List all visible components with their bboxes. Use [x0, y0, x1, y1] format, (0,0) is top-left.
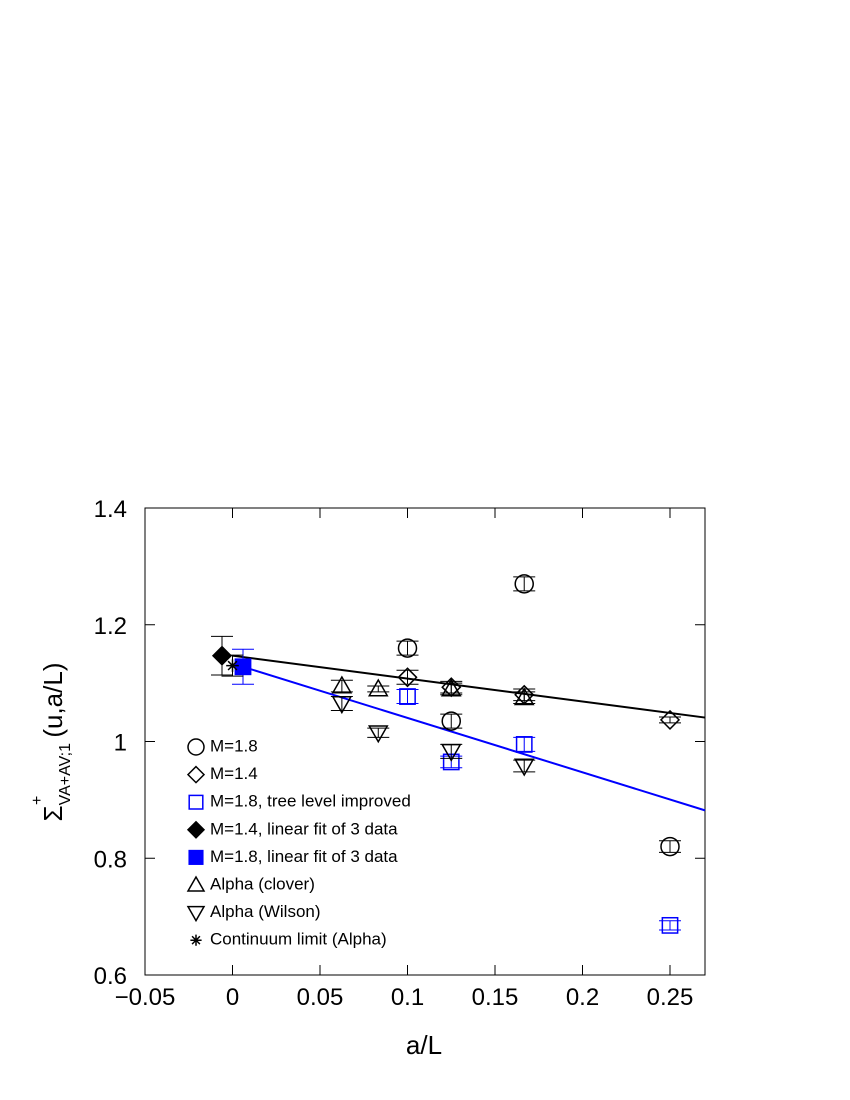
marker [513, 758, 535, 777]
error-bar [659, 716, 681, 724]
y-tick-label: 1.4 [94, 496, 127, 523]
x-tick-label: 0.1 [391, 984, 424, 1011]
marker [440, 678, 462, 697]
x-tick-label: 0 [226, 984, 239, 1011]
y-label-argument: (u,a/L) [38, 663, 68, 738]
x-tick-label: 0.05 [297, 984, 344, 1011]
legend-label: Continuum limit (Alpha) [210, 930, 387, 949]
fit-line [242, 665, 706, 812]
x-axis-label: a/L [406, 1030, 442, 1060]
x-tick-label: 0.15 [472, 984, 519, 1011]
y-tick-label: 0.8 [94, 846, 127, 873]
marker [441, 711, 461, 731]
marker [234, 658, 252, 676]
y-tick-label: 1 [114, 730, 127, 757]
legend-marker [188, 849, 204, 865]
marker [211, 645, 233, 666]
marker [514, 574, 534, 594]
legend-marker [187, 738, 205, 756]
legend-marker [190, 934, 202, 946]
marker [331, 675, 353, 694]
marker [440, 743, 462, 762]
y-tick-label: 1.2 [94, 613, 127, 640]
error-bar [330, 679, 353, 693]
y-tick-label: 0.6 [94, 963, 127, 990]
error-bar [513, 759, 536, 773]
marker [331, 696, 353, 715]
error-bar [396, 669, 419, 685]
marker [399, 688, 416, 705]
marker [660, 836, 680, 857]
legend-marker [186, 905, 206, 923]
marker [661, 916, 679, 934]
marker [397, 667, 418, 688]
marker [513, 687, 535, 706]
legend-marker [186, 875, 206, 892]
error-bar [440, 682, 463, 696]
y-axis-label: ΣVA+AV;1 + (u,a/L) [29, 663, 74, 822]
fit-line [232, 654, 706, 719]
error-bar [396, 640, 419, 656]
legend-marker [186, 765, 206, 784]
legend-label: M=1.4, linear fit of 3 data [210, 819, 398, 838]
legend-marker [186, 820, 206, 839]
legend-marker [188, 794, 204, 810]
y-label-symbol: Σ [38, 805, 68, 821]
y-label-subscript: VA+AV;1 [57, 743, 74, 806]
legend-label: M=1.4 [210, 764, 258, 783]
legend-label: M=1.8, tree level improved [210, 792, 411, 811]
marker [367, 725, 389, 744]
marker [515, 736, 533, 753]
error-bar [513, 576, 536, 592]
x-tick-label: 0.2 [566, 984, 599, 1011]
x-tick-label: −0.05 [115, 984, 176, 1011]
y-label-superscript: + [29, 796, 46, 805]
legend-label: Alpha (clover) [210, 874, 315, 893]
marker [367, 678, 389, 697]
legend-label: M=1.8 [210, 736, 258, 755]
x-tick-label: 0.25 [647, 984, 694, 1011]
marker [226, 659, 239, 672]
legend-label: Alpha (Wilson) [210, 902, 321, 921]
marker [397, 638, 418, 658]
error-bar [440, 713, 463, 729]
marker [659, 709, 681, 730]
legend-label: M=1.8, linear fit of 3 data [210, 847, 398, 866]
error-bar [513, 691, 536, 705]
